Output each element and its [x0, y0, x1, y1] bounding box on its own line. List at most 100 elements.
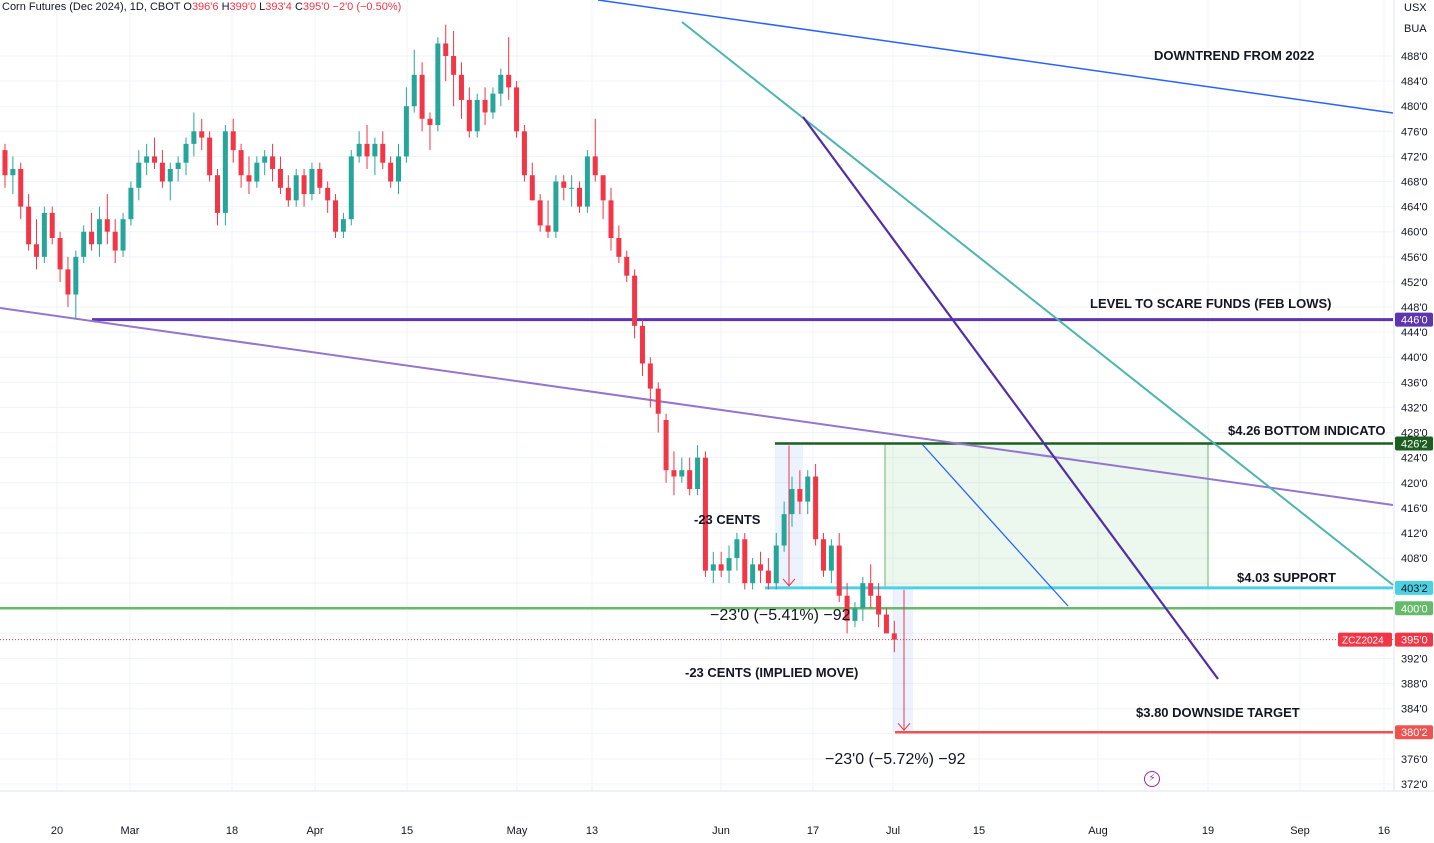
price-axis-bg — [1394, 0, 1434, 791]
price-tag-support: 403'2 — [1401, 583, 1428, 595]
candle-body-109 — [860, 583, 866, 609]
purple-trendline — [802, 116, 1219, 680]
candle-body-51 — [403, 106, 409, 157]
candle-body-14 — [112, 231, 118, 251]
low-label: L — [259, 1, 266, 13]
candle-body-84 — [663, 420, 669, 471]
time-tick-9: Jul — [886, 825, 900, 837]
candle-body-36 — [285, 187, 291, 201]
downtrend-2022-line — [597, 0, 1394, 114]
candle-body-110 — [868, 583, 874, 596]
price-tick-17: 420'0 — [1401, 478, 1428, 490]
candle-body-74 — [584, 156, 590, 207]
candle-body-79 — [624, 256, 630, 276]
price-tag-bottom-indicator-bg — [1395, 436, 1433, 451]
price-tick-16: 424'0 — [1401, 453, 1428, 465]
candle-body-58 — [458, 74, 464, 100]
candle-body-80 — [632, 275, 638, 326]
price-tag-last-bg — [1395, 632, 1433, 647]
time-tick-14: 16 — [1378, 825, 1390, 837]
candle-body-71 — [561, 181, 567, 188]
candle-body-5 — [41, 212, 47, 257]
symbol-info: Corn Futures (Dec 2024), 1D, CBOT O396'6… — [2, 1, 401, 13]
candle-body-62 — [490, 93, 496, 113]
candle-body-44 — [348, 156, 354, 220]
measure-arrowhead-bottom — [897, 722, 911, 731]
time-tick-0: 20 — [51, 825, 63, 837]
measure-arrowhead-top — [782, 578, 796, 587]
candle-body-7 — [57, 238, 63, 270]
candle-body-72 — [569, 187, 575, 189]
time-tick-13: Sep — [1290, 825, 1310, 837]
time-tick-11: Aug — [1088, 825, 1108, 837]
candle-body-21 — [167, 168, 173, 182]
price-tag-support-bg — [1395, 580, 1433, 595]
candle-body-59 — [466, 99, 472, 132]
candle-body-96 — [758, 564, 764, 571]
candle-body-46 — [364, 143, 370, 157]
candle-body-0 — [2, 150, 8, 176]
candle-body-98 — [773, 545, 779, 584]
candle-body-57 — [451, 56, 457, 75]
candle-body-18 — [144, 156, 150, 163]
symbol-tag-label: ZCZ2024 — [1342, 636, 1384, 647]
candle-body-47 — [372, 143, 378, 157]
symbol-title[interactable]: Corn Futures (Dec 2024), 1D, CBOT — [2, 1, 181, 13]
candle-body-45 — [356, 143, 362, 157]
time-tick-8: 17 — [807, 825, 819, 837]
candle-body-37 — [293, 175, 299, 201]
price-tag-feb-lows: 446'0 — [1401, 315, 1428, 327]
cents-left-annotation: -23 CENTS — [694, 512, 761, 527]
close-value: 395'0 — [302, 1, 330, 13]
candle-body-40 — [317, 168, 323, 188]
candle-body-106 — [836, 545, 842, 596]
symbol-tag-bg — [1338, 632, 1392, 647]
price-tag-400-bg — [1395, 601, 1433, 616]
candle-body-13 — [104, 219, 110, 232]
candle-body-82 — [647, 363, 653, 389]
currency-unit[interactable]: USX — [1404, 2, 1427, 14]
bottom-indicator-annotation: $4.26 BOTTOM INDICATO — [1228, 423, 1386, 438]
candle-body-68 — [537, 200, 543, 226]
price-tick-5: 468'0 — [1401, 177, 1428, 189]
candle-body-26 — [207, 137, 213, 176]
price-tick-22: 388'0 — [1401, 679, 1428, 691]
candle-body-95 — [750, 564, 756, 584]
price-tick-24: 376'0 — [1401, 754, 1428, 766]
unit-label[interactable]: BUA — [1404, 23, 1427, 35]
price-tick-21: 392'0 — [1401, 653, 1428, 665]
alert-bolt-icon[interactable]: ⚡︎ — [1144, 771, 1160, 787]
candle-body-53 — [419, 74, 425, 119]
candle-body-113 — [891, 633, 897, 640]
candle-body-23 — [183, 143, 189, 163]
candle-body-55 — [435, 43, 441, 126]
price-tick-20: 408'0 — [1401, 553, 1428, 565]
time-tick-1: Mar — [121, 825, 140, 837]
time-tick-2: 18 — [226, 825, 238, 837]
high-label: H — [221, 1, 230, 13]
price-tag-feb-lows-bg — [1395, 312, 1433, 327]
candle-body-54 — [427, 118, 433, 126]
price-tag-bottom-indicator: 426'2 — [1401, 439, 1428, 451]
change-value: −2'0 (−0.50%) — [332, 1, 402, 13]
price-tag-target-bg — [1395, 725, 1433, 740]
price-tag-last: 395'0 — [1401, 635, 1428, 647]
candle-body-22 — [175, 162, 181, 169]
candle-body-90 — [710, 564, 716, 571]
candle-body-20 — [159, 162, 165, 182]
candle-body-83 — [655, 388, 661, 414]
candle-body-16 — [128, 187, 134, 220]
candle-body-97 — [765, 570, 771, 584]
candle-body-67 — [529, 175, 535, 201]
candle-body-24 — [191, 131, 197, 144]
candle-body-39 — [309, 168, 315, 195]
price-tick-8: 456'0 — [1401, 252, 1428, 264]
open-label: O — [183, 1, 192, 13]
candle-body-61 — [482, 99, 488, 113]
support-annotation: $4.03 SUPPORT — [1237, 570, 1336, 585]
candle-body-88 — [695, 457, 701, 490]
candle-body-52 — [411, 74, 417, 107]
candle-body-12 — [96, 219, 102, 245]
candle-body-3 — [26, 206, 32, 245]
